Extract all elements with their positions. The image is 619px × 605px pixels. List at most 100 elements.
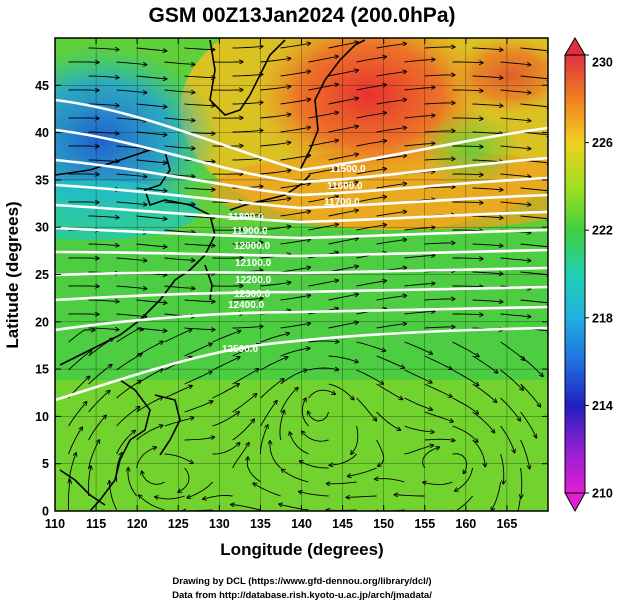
contour-label: 11800.0 [228, 212, 264, 223]
streamline [520, 383, 541, 407]
streamline [424, 159, 455, 160]
streamline [212, 412, 239, 427]
streamline [184, 48, 215, 50]
streamline [472, 411, 495, 433]
streamline [452, 453, 467, 474]
streamline [115, 453, 122, 483]
streamline [376, 72, 407, 77]
streamline [68, 174, 99, 175]
streamline [404, 445, 434, 455]
streamline [500, 453, 504, 484]
streamline [328, 266, 358, 273]
streamline [404, 397, 433, 410]
streamline [116, 61, 147, 65]
streamline [280, 71, 311, 77]
streamline [424, 327, 455, 328]
streamline [212, 357, 240, 371]
streamline [184, 371, 212, 385]
streamline [232, 369, 259, 385]
y-tick-label: 25 [35, 268, 49, 282]
streamline [232, 326, 263, 328]
streamline [155, 496, 185, 499]
contour-11800 [55, 183, 548, 210]
streamline [452, 62, 483, 63]
streamline [472, 244, 503, 246]
streamline [232, 394, 257, 413]
streamline [247, 457, 261, 483]
streamline [308, 168, 338, 175]
contour-label: 11600.0 [327, 181, 363, 192]
streamline [184, 216, 215, 218]
streamline [455, 495, 473, 511]
streamline [136, 131, 167, 135]
streamline [136, 243, 167, 247]
streamline [549, 482, 550, 512]
streamline [472, 76, 503, 78]
streamline [139, 495, 165, 511]
streamline [452, 118, 483, 119]
streamline [328, 98, 358, 105]
streamline [472, 355, 498, 373]
streamline [424, 47, 455, 48]
streamline [88, 300, 119, 302]
streamline [424, 243, 455, 244]
streamline [423, 482, 453, 485]
streamline [356, 281, 387, 287]
streamline [404, 255, 435, 259]
streamline [68, 402, 87, 427]
streamline [260, 401, 277, 427]
streamline [260, 425, 268, 455]
colorbar-label: 218 [592, 311, 613, 325]
streamline [260, 226, 291, 231]
streamline [500, 313, 531, 317]
streamline [184, 188, 215, 190]
streamline [68, 118, 99, 119]
streamline [500, 257, 531, 261]
streamline [520, 299, 548, 303]
streamline [68, 351, 92, 371]
streamline [328, 238, 358, 245]
streamline [308, 140, 338, 147]
streamline [500, 369, 523, 390]
streamline [164, 285, 195, 289]
streamline [308, 56, 338, 63]
streamline [116, 285, 147, 289]
contour-label: 12100.0 [235, 258, 272, 269]
streamline [376, 100, 407, 105]
credit-drawing: Drawing by DCL (https://www.gfd-dennou.o… [172, 576, 431, 587]
streamline [521, 467, 522, 498]
streamline [280, 267, 311, 273]
streamline [404, 59, 435, 63]
streamline [452, 146, 483, 147]
streamline [164, 201, 195, 205]
height-contours [55, 98, 548, 402]
streamline [301, 398, 309, 427]
y-axis: 0 5 10 15 20 25 30 35 40 45 [35, 79, 548, 519]
streamline [232, 298, 263, 300]
streamline [404, 115, 435, 119]
colorbar-label: 210 [592, 487, 613, 501]
streamline [520, 215, 548, 219]
streamline [328, 383, 354, 400]
grid-lines [55, 38, 548, 511]
streamline [116, 89, 147, 93]
streamline [116, 329, 143, 343]
streamline [472, 188, 503, 190]
streamline [500, 341, 525, 360]
colorbar-label: 222 [592, 224, 613, 238]
streamline [300, 461, 329, 469]
streamline [270, 441, 281, 469]
streamline [260, 379, 284, 399]
streamline [500, 201, 531, 205]
streamline [356, 85, 387, 91]
streamline [500, 425, 515, 452]
streamline [212, 384, 239, 399]
streamline [452, 258, 483, 259]
streamline [520, 439, 530, 469]
streamline [164, 61, 195, 65]
streamline [203, 495, 233, 500]
y-tick-label: 15 [35, 363, 49, 377]
streamline [376, 128, 407, 133]
streamline [164, 89, 195, 93]
streamline [116, 313, 147, 317]
